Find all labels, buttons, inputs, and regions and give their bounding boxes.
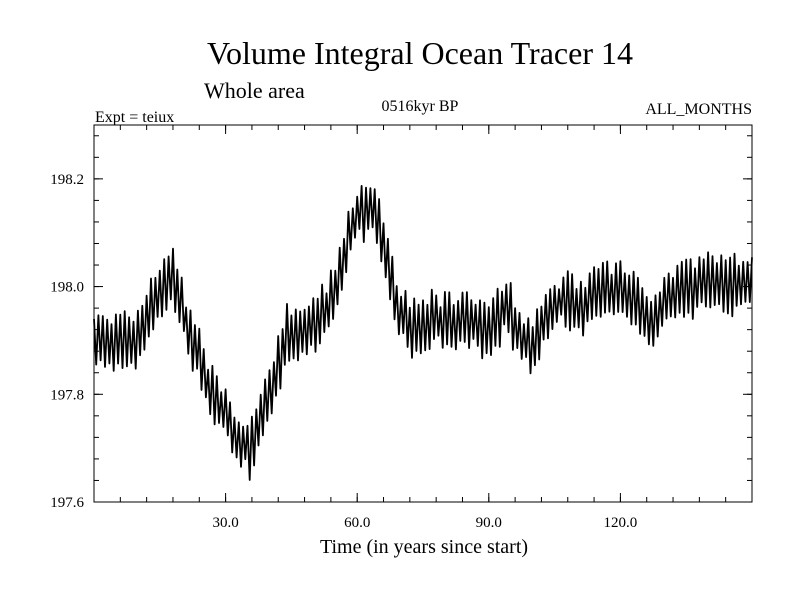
y-tick-label: 197.8 xyxy=(50,387,84,403)
x-axis-label: Time (in years since start) xyxy=(320,536,528,558)
y-tick-labels: 197.6 197.8 198.0 198.2 xyxy=(50,172,84,511)
x-tick-label: 60.0 xyxy=(344,515,370,531)
y-tick-label: 197.6 xyxy=(50,495,84,511)
y-tick-label: 198.2 xyxy=(50,172,84,188)
x-ticks xyxy=(119,125,727,502)
x-tick-label: 90.0 xyxy=(476,515,502,531)
chart-subtitle: Whole area xyxy=(204,78,305,103)
months-label: ALL_MONTHS xyxy=(645,101,752,118)
x-tick-labels: 30.0 60.0 90.0 120.0 xyxy=(212,515,637,531)
x-tick-label: 120.0 xyxy=(604,515,638,531)
series-line-tracer-14 xyxy=(93,185,753,481)
experiment-label: Expt = teiux xyxy=(95,109,174,126)
plot-frame xyxy=(93,124,753,503)
x-tick-label: 30.0 xyxy=(212,515,238,531)
y-tick-label: 198.0 xyxy=(50,280,84,296)
chart-title: Volume Integral Ocean Tracer 14 xyxy=(207,35,633,71)
period-label: 0516kyr BP xyxy=(382,98,459,115)
